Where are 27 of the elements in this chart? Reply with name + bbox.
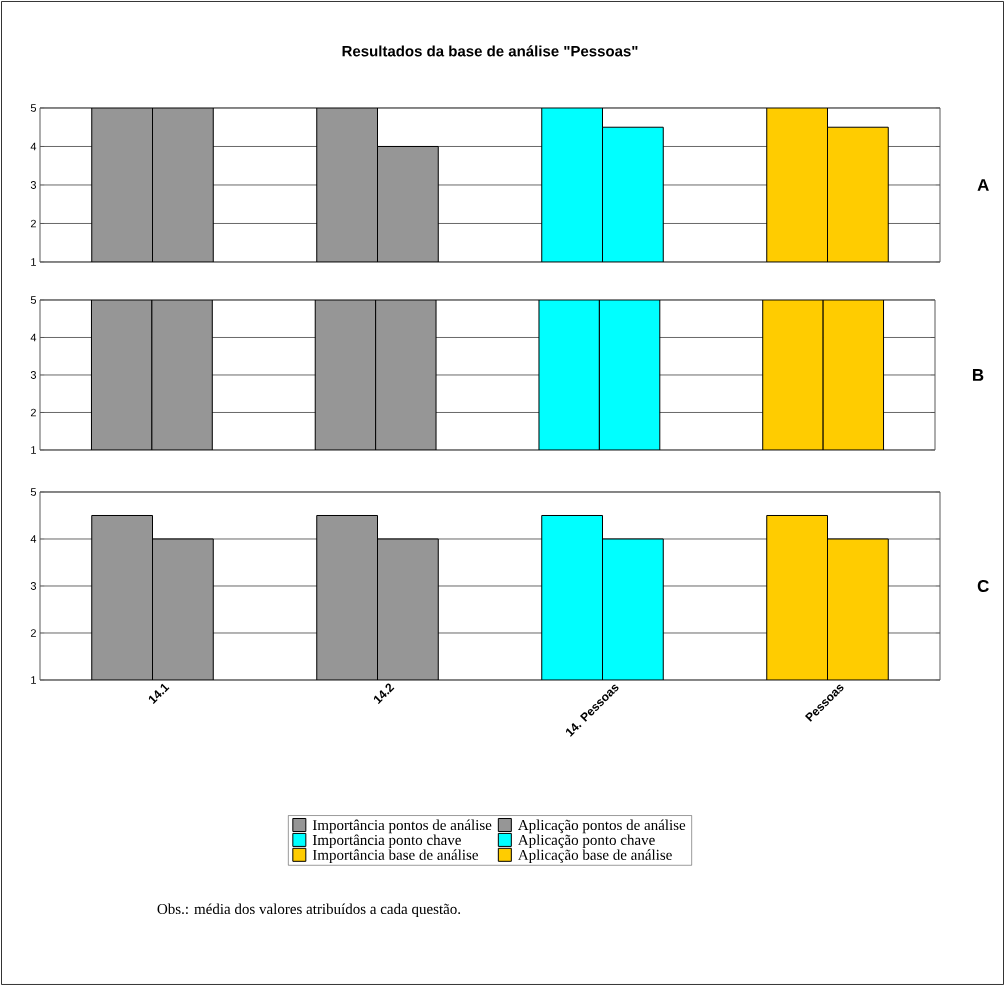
text: Obs.: média dos valores atribuídos a cada questão. bbox=[157, 903, 461, 918]
chart-title: Resultados da base de análise "Pessoas" bbox=[342, 45, 638, 57]
y-tick-label: 3 bbox=[30, 371, 37, 379]
y-tick-label: 5 bbox=[30, 296, 37, 304]
y-tick-label: 4 bbox=[30, 333, 37, 342]
y-tick-label: 1 bbox=[31, 258, 36, 266]
x-tick-label: 14.1 bbox=[148, 683, 170, 704]
y-tick-label: 3 bbox=[30, 181, 37, 189]
y-tick-label: 1 bbox=[31, 446, 36, 454]
y-tick-label: 3 bbox=[30, 582, 37, 590]
text: A bbox=[977, 179, 989, 191]
y-tick-label: 1 bbox=[31, 676, 36, 684]
y-tick-label: 4 bbox=[30, 142, 37, 151]
text: B bbox=[972, 369, 984, 381]
legend-label: Importância base de análise bbox=[312, 849, 478, 863]
legend-label: Importância ponto chave bbox=[312, 834, 461, 849]
y-tick-label: 5 bbox=[30, 488, 37, 496]
legend-label: Aplicação base de análise bbox=[517, 849, 672, 863]
y-tick-label: 2 bbox=[30, 408, 36, 417]
legend-label: Aplicação pontos de análise bbox=[517, 819, 686, 834]
legend-label: Aplicação ponto chave bbox=[517, 834, 655, 849]
y-tick-label: 4 bbox=[30, 535, 37, 543]
y-tick-label: 5 bbox=[30, 104, 37, 112]
legend-label: Importância pontos de análise bbox=[312, 819, 492, 834]
text: C bbox=[977, 579, 989, 593]
y-tick-label: 2 bbox=[30, 219, 36, 228]
y-tick-label: 2 bbox=[30, 629, 36, 637]
